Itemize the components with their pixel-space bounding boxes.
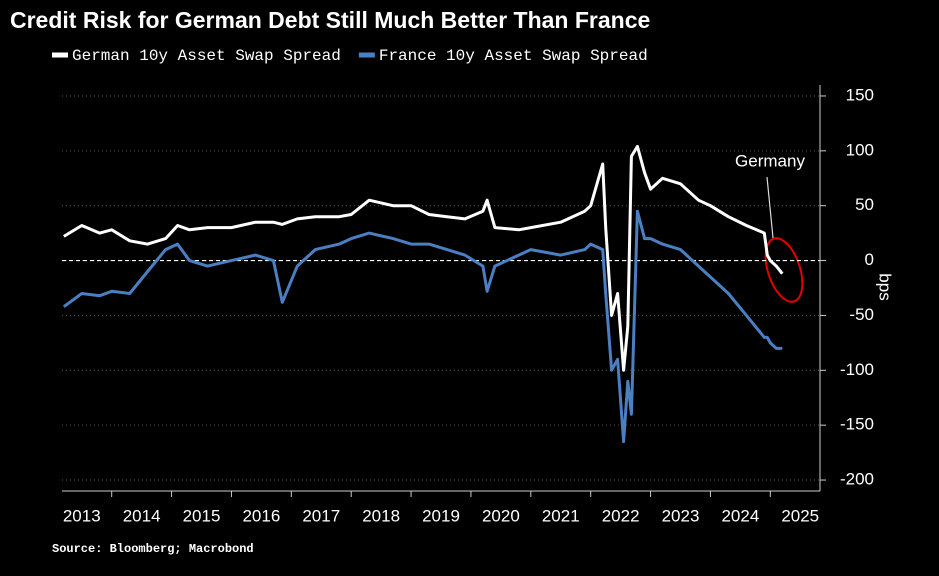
y-axis-label: bps [876,273,895,300]
x-tick-label: 2023 [662,506,700,525]
x-tick-label: 2019 [422,506,460,525]
series-line [63,144,784,372]
highlight-ellipse [764,237,804,303]
y-tick-label: -200 [840,470,874,489]
y-tick-label: -100 [840,360,874,379]
x-tick-label: 2020 [482,506,520,525]
x-tick-label: 2025 [781,506,819,525]
x-tick-label: 2014 [123,506,161,525]
legend-label: German 10y Asset Swap Spread [72,47,341,65]
y-tick-label: 150 [846,85,874,104]
y-tick-label: 100 [846,140,874,159]
legend-label: France 10y Asset Swap Spread [379,47,648,65]
annotation: Germany [735,151,805,170]
x-tick-label: 2021 [542,506,580,525]
source-note: Source: Bloomberg; Macrobond [52,542,254,556]
x-tick-label: 2018 [362,506,400,525]
chart-title: Credit Risk for German Debt Still Much B… [10,7,650,33]
x-tick-label: 2015 [183,506,221,525]
y-tick-label: -50 [849,305,874,324]
x-tick-label: 2022 [602,506,640,525]
x-tick-label: 2016 [242,506,280,525]
y-tick-label: 50 [855,195,874,214]
series-line [62,209,783,444]
x-tick-label: 2024 [721,506,759,525]
annotation-pointer [766,176,774,239]
x-tick-label: 2013 [63,506,101,525]
y-tick-label: -150 [840,415,874,434]
y-tick-label: 0 [865,250,874,269]
x-tick-label: 2017 [302,506,340,525]
